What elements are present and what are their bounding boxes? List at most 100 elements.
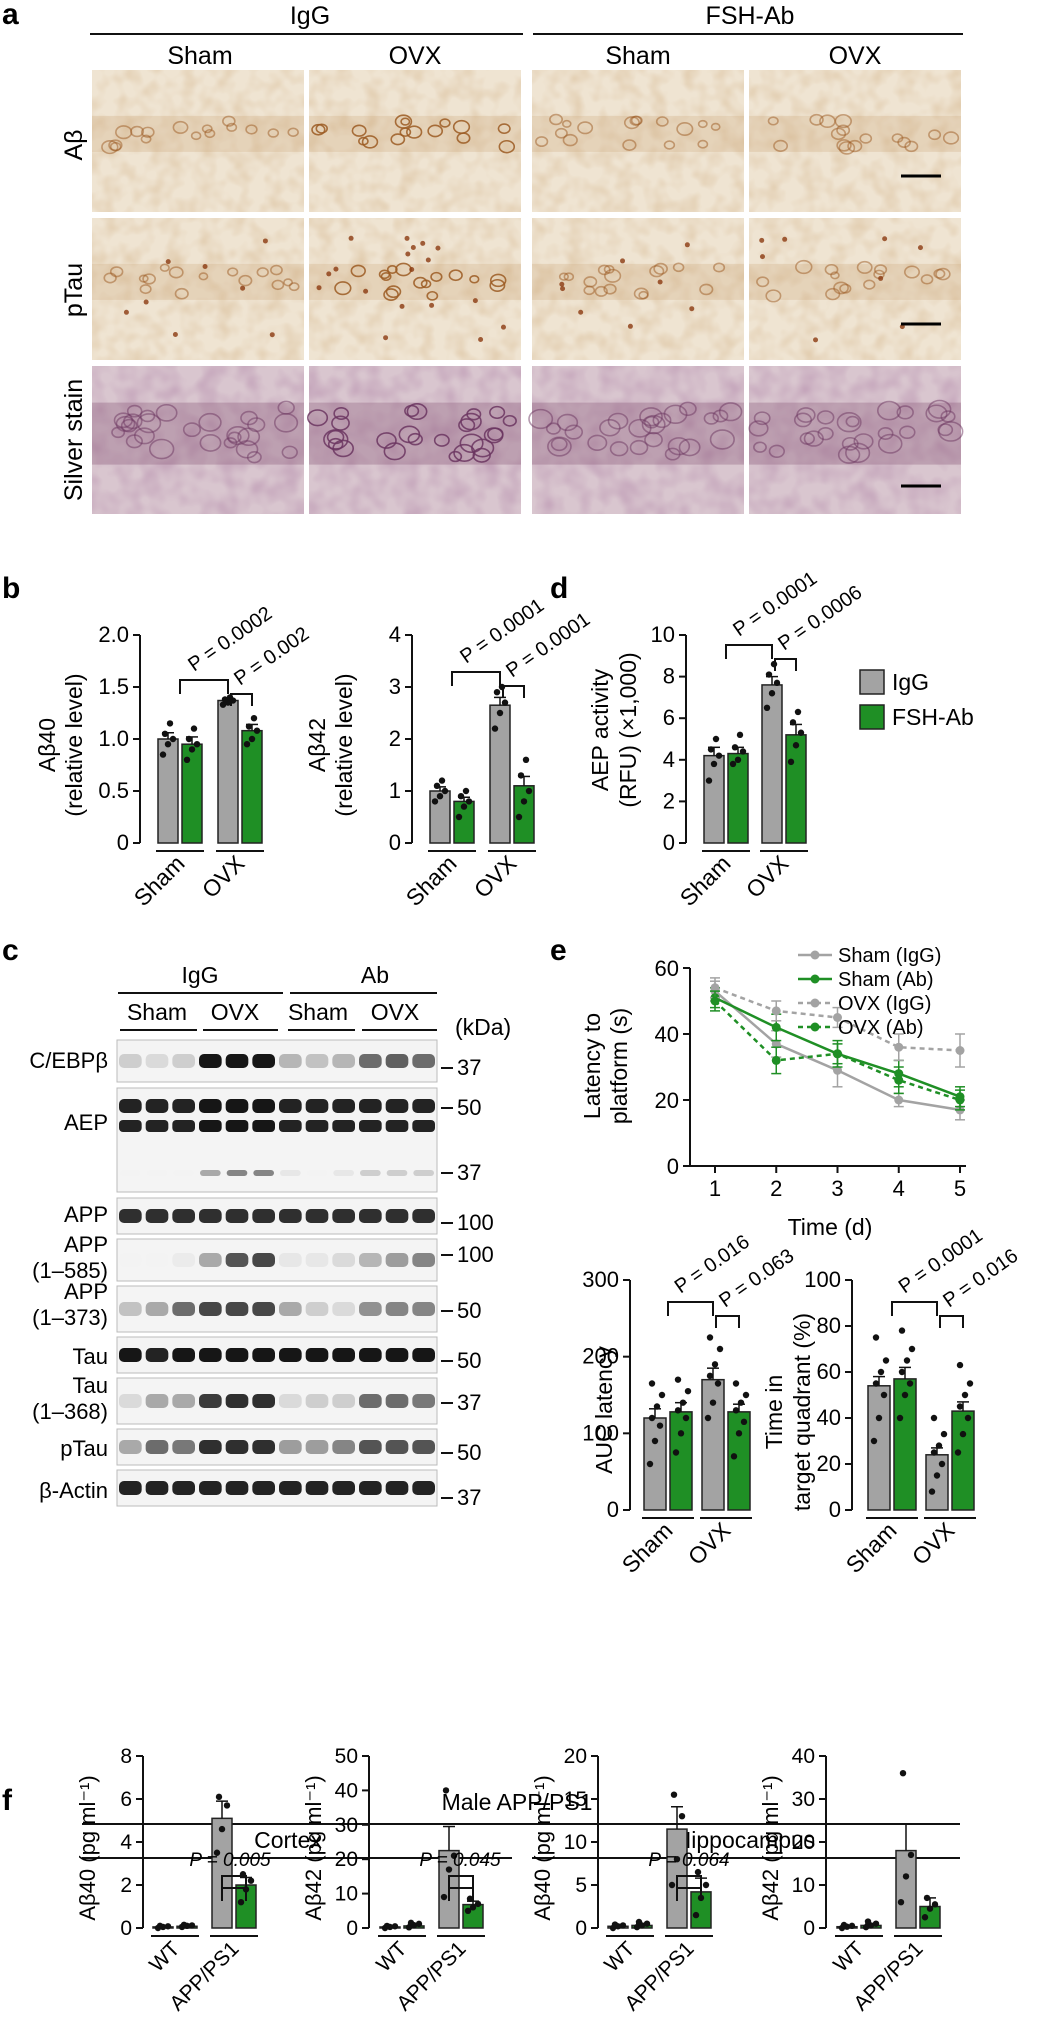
data-point	[391, 1923, 399, 1930]
blot-band	[412, 1054, 435, 1068]
y-tick-label: 60	[655, 956, 679, 981]
blot-band	[279, 1099, 302, 1113]
data-point	[433, 782, 441, 789]
panel-letter-d: d	[550, 572, 568, 605]
data-point	[935, 1442, 943, 1449]
data-point	[899, 1770, 907, 1777]
data-point	[955, 1046, 965, 1055]
data-point	[709, 1399, 717, 1406]
y-tick-label: 10	[564, 1831, 587, 1854]
data-point	[648, 1414, 656, 1422]
col-header-ovx-igg: OVX	[389, 42, 442, 70]
data-point	[906, 1380, 914, 1387]
blot-band	[199, 1348, 222, 1362]
blot-label: Tau	[73, 1344, 108, 1369]
blot-band	[332, 1054, 355, 1068]
y-tick-label: 4	[389, 622, 401, 647]
data-point	[501, 699, 509, 706]
sig-bracket	[667, 1301, 714, 1316]
blot-band	[145, 1209, 169, 1223]
data-point	[213, 1849, 221, 1856]
blot-band	[119, 1099, 142, 1113]
blot-label: pTau	[60, 1436, 108, 1461]
data-point	[522, 756, 530, 763]
x-tick-label: Sham	[675, 850, 736, 911]
data-point	[732, 1380, 740, 1387]
blot-label-sub: (1–373)	[32, 1305, 108, 1330]
data-point	[872, 1334, 880, 1341]
blot-mw-label: 50	[457, 1298, 481, 1323]
data-point	[729, 760, 737, 768]
blot-band	[412, 1253, 435, 1267]
chart-e-latency: 0 20 40 60 1 2 3 4 5 Sham (IgG)Sham (Ab)OVX (IgG)…	[655, 945, 967, 1201]
data-point	[493, 689, 501, 696]
bar	[211, 1817, 233, 1929]
row-label-silver: Silver stain	[60, 379, 88, 501]
data-point	[692, 1911, 700, 1919]
legend-entry: OVX (IgG)	[838, 993, 931, 1015]
blot-band	[359, 1054, 382, 1068]
y-tick-label: 200	[582, 1344, 619, 1369]
blot-mw-label: 100	[457, 1210, 494, 1235]
f-region-hippocampus: Hippocampus	[675, 1827, 816, 1853]
blot-band	[252, 1394, 275, 1408]
data-point	[794, 708, 802, 716]
data-point	[651, 1437, 659, 1445]
data-point	[440, 1893, 448, 1901]
y-tick-label: 40	[792, 1745, 815, 1768]
data-point	[643, 1920, 651, 1927]
blot-band	[332, 1440, 355, 1454]
c-sub-ovx-igg: OVX	[211, 999, 260, 1025]
blot-band	[305, 1440, 329, 1454]
data-point	[438, 777, 446, 784]
data-point	[164, 1923, 172, 1930]
blot-band	[359, 1209, 382, 1223]
blot-band	[226, 1170, 248, 1176]
micrograph-image	[749, 70, 961, 212]
blot-band	[332, 1481, 355, 1495]
micrograph-image	[309, 218, 521, 360]
y-tick-label: 8	[663, 664, 675, 689]
y-tick-label: 80	[817, 1313, 841, 1338]
blot-band	[225, 1394, 249, 1408]
data-point	[656, 1422, 664, 1429]
micrograph-image	[92, 218, 304, 360]
y-tick-label: 6	[663, 705, 675, 730]
blot-band	[332, 1209, 355, 1223]
data-point	[734, 756, 742, 763]
data-point	[674, 1407, 682, 1414]
blot-band	[279, 1253, 302, 1267]
e-line-xlabel: Time (d)	[788, 1214, 873, 1240]
data-point	[880, 1391, 888, 1399]
x-tick-label: Sham	[401, 850, 462, 911]
data-point	[520, 798, 528, 805]
f-ylabel: Aβ40 (pg ml⁻¹)	[530, 1775, 555, 1920]
micrograph-image	[528, 366, 744, 514]
p-value: P = 0.045	[419, 1850, 501, 1871]
blot-band	[305, 1120, 329, 1132]
blot-band	[385, 1348, 409, 1362]
blot-band	[306, 1170, 328, 1176]
data-point	[898, 1368, 906, 1376]
data-point	[431, 798, 439, 805]
data-point	[875, 1414, 883, 1422]
x-tick-label: OVX	[741, 850, 794, 903]
blot-mw-label: 37	[457, 1485, 481, 1510]
data-point	[877, 1368, 885, 1376]
blot-band	[146, 1170, 168, 1176]
b1-ylabel: Aβ40	[34, 718, 60, 772]
data-point	[894, 1095, 904, 1105]
blot-mw-label: 37	[457, 1390, 481, 1415]
data-point	[441, 787, 449, 795]
c-sub-sham-ab: Sham	[288, 999, 348, 1025]
legend-entry: OVX (Ab)	[838, 1017, 924, 1039]
data-point	[771, 1055, 781, 1065]
c-header-igg: IgG	[181, 962, 218, 988]
y-tick-label: 60	[817, 1359, 841, 1384]
blot-band	[359, 1394, 382, 1408]
data-point	[188, 746, 196, 753]
y-tick-label: 20	[817, 1451, 841, 1476]
blot-strip	[116, 1428, 438, 1466]
data-point	[415, 1920, 423, 1928]
